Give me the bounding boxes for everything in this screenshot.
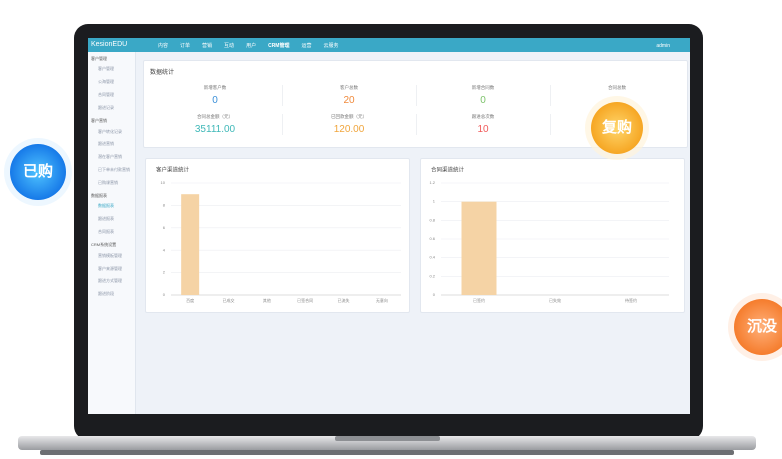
y-tick-label: 0 — [163, 292, 166, 297]
y-tick-label: 6 — [163, 225, 166, 230]
sidebar-item[interactable]: 跟进营销 — [98, 141, 114, 147]
sidebar-item[interactable]: 数据报表 — [98, 203, 114, 209]
nav-item[interactable]: 云服务 — [323, 42, 339, 49]
sidebar-group[interactable]: 客户营销 — [91, 118, 107, 124]
sidebar-item[interactable]: 跟进方式管理 — [98, 278, 122, 284]
sidebar-item[interactable]: 营销模板管理 — [98, 252, 122, 258]
panel-title: 数据统计 — [150, 70, 175, 76]
user-menu[interactable]: admin — [656, 43, 670, 49]
sidebar-item[interactable]: 合同管理 — [98, 91, 114, 97]
stat-label: 合同总数 — [608, 85, 626, 90]
stat-label: 跟进总次数 — [471, 114, 495, 119]
sidebar-item[interactable]: 客户转化记录 — [98, 128, 122, 134]
y-tick-label: 0.6 — [429, 236, 435, 241]
chart-title: 客户渠道统计 — [156, 165, 190, 173]
stat-value: 0 — [212, 95, 218, 106]
badge: 复购 — [585, 96, 649, 160]
base-shadow — [40, 450, 734, 455]
y-tick-label: 8 — [163, 202, 166, 207]
stat-value: 0 — [480, 95, 486, 106]
nav: 内容 订单 营销 互动 用户 CRM管理 运营 云服务 — [158, 38, 339, 52]
nav-item[interactable]: 互动 — [224, 42, 235, 49]
badge: 已购 — [4, 138, 72, 206]
x-tick-label: 已失效 — [549, 297, 561, 303]
chart-panel: 客户渠道统计 0 2 4 6 8 10 百度 已成交 其他 已签合同 已流失 无意向 — [145, 158, 410, 313]
stat-cell: 合同总金额（元） 35111.00 — [148, 114, 283, 135]
top-bar: KesionEDU 内容 订单 营销 互动 用户 CRM管理 运营 云服务 admin — [88, 38, 690, 52]
x-tick-label: 待签约 — [625, 297, 637, 303]
sidebar-group[interactable]: 数据报表 — [91, 193, 107, 199]
stat-cell: 新增客户数 0 — [148, 85, 283, 106]
chart: 合同渠道统计 0 0.2 0.4 0.6 0.8 1 1.2 已签约 已失效 待签约 — [429, 165, 669, 303]
y-tick-label: 2 — [163, 270, 166, 275]
stat-cell: 新增合同数 0 — [416, 85, 551, 106]
stat-cell: 跟进总次数 10 — [416, 114, 551, 135]
chart-title: 合同渠道统计 — [431, 165, 465, 173]
nav-item[interactable]: 订单 — [180, 42, 191, 49]
sidebar-item[interactable]: 客户来源管理 — [98, 265, 122, 271]
bar — [181, 194, 200, 295]
chart-panel: 合同渠道统计 0 0.2 0.4 0.6 0.8 1 1.2 已签约 已失效 待签约 — [420, 158, 685, 313]
x-tick-label: 已签合同 — [297, 297, 313, 303]
badge-label: 复购 — [601, 118, 632, 136]
sidebar-item[interactable]: 已购课营销 — [98, 179, 118, 185]
x-tick-label: 百度 — [186, 297, 194, 303]
stat-value: 35111.00 — [194, 124, 236, 135]
sidebar-group[interactable]: CRM系统设置 — [91, 242, 117, 248]
nav-item[interactable]: CRM管理 — [268, 42, 290, 49]
badge-label: 沉没 — [747, 317, 778, 335]
stat-cell: 已回款金额（元） 120.00 — [282, 114, 417, 135]
sidebar-item[interactable]: 合同报表 — [98, 228, 114, 234]
stat-label: 新增客户数 — [203, 85, 227, 90]
sidebar-item[interactable]: 公海管理 — [98, 79, 114, 85]
chart: 客户渠道统计 0 2 4 6 8 10 百度 已成交 其他 已签合同 已流失 无意向 — [156, 165, 401, 303]
stat-value: 10 — [477, 124, 489, 135]
badge: 沉没 — [728, 293, 782, 361]
nav-item[interactable]: 内容 — [158, 42, 169, 49]
x-tick-label: 已成交 — [223, 297, 235, 303]
nav-item[interactable]: 运营 — [301, 42, 312, 49]
sidebar-item[interactable]: 跟进阶段 — [98, 291, 114, 297]
y-tick-label: 10 — [161, 180, 166, 185]
badge-label: 已购 — [23, 162, 53, 180]
sidebar-item[interactable]: 跟进报表 — [98, 216, 114, 222]
y-tick-label: 0 — [433, 292, 436, 297]
stat-cell: 合同总数 — [550, 85, 684, 91]
laptop-base — [18, 436, 756, 450]
y-tick-label: 1 — [433, 199, 436, 204]
sidebar-item[interactable]: 跟进记录 — [98, 104, 114, 110]
screen: KesionEDU 内容 订单 营销 互动 用户 CRM管理 运营 云服务 admin 客户管… — [88, 38, 690, 414]
y-tick-label: 0.4 — [429, 255, 435, 260]
x-tick-label: 无意向 — [376, 297, 388, 303]
brand: KesionEDU — [91, 41, 128, 48]
x-tick-label: 其他 — [263, 297, 271, 303]
y-tick-label: 0.2 — [429, 273, 435, 278]
stat-label: 新增合同数 — [471, 85, 495, 90]
x-tick-label: 已流失 — [338, 297, 350, 303]
y-tick-label: 1.2 — [429, 180, 435, 185]
stat-value: 120.00 — [333, 124, 365, 135]
stat-value: 20 — [343, 95, 355, 106]
sidebar-item[interactable]: 潜在客户营销 — [98, 154, 122, 160]
x-tick-label: 已签约 — [473, 297, 485, 303]
y-tick-label: 0.8 — [429, 217, 435, 222]
stat-label: 客户总数 — [340, 85, 358, 90]
sidebar: 客户管理 客户管理 公海管理 合同管理 跟进记录 客户营销 客户转化记录 跟进营销 潜在客户营销… — [88, 52, 136, 414]
stat-cell: 客户总数 20 — [282, 85, 417, 106]
stat-label: 合同总金额（元） — [197, 114, 233, 119]
stat-label: 已回款金额（元） — [331, 114, 367, 119]
sidebar-item[interactable]: 已下单未付款营销 — [98, 166, 130, 172]
nav-item[interactable]: 用户 — [246, 42, 257, 49]
bar — [461, 201, 497, 295]
nav-item[interactable]: 营销 — [202, 42, 213, 49]
notch — [335, 436, 440, 441]
y-tick-label: 4 — [163, 247, 166, 252]
sidebar-item[interactable]: 客户管理 — [98, 66, 114, 72]
sidebar-group[interactable]: 客户管理 — [91, 56, 107, 61]
